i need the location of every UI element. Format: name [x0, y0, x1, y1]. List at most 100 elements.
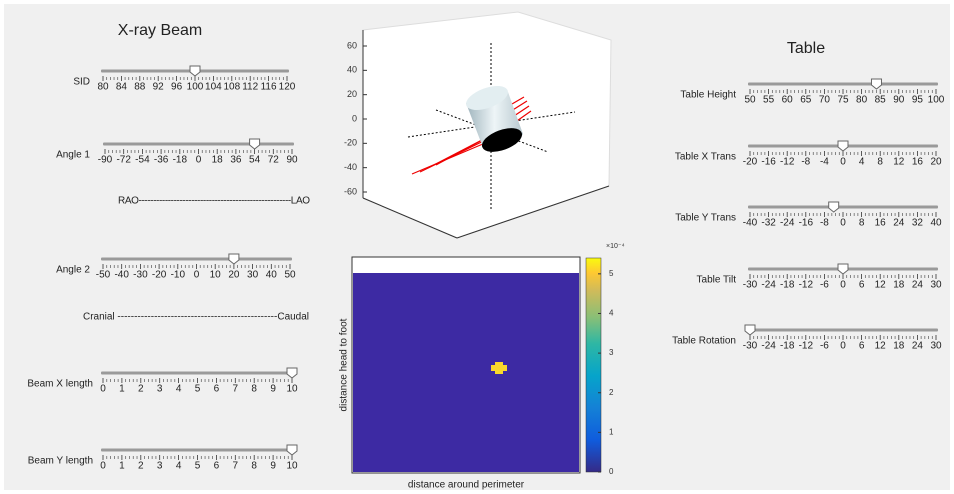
colorbar-exponent: ×10⁻⁴: [606, 243, 625, 250]
tick-label: 100: [928, 95, 945, 106]
tick-label: 40: [266, 270, 278, 281]
slider-label: Table Rotation: [672, 336, 736, 347]
tick-label: 30: [247, 270, 259, 281]
tick-label: 16: [875, 218, 887, 229]
tick-label: -10: [171, 270, 186, 281]
tick-label: 10: [286, 384, 298, 395]
tick-label: 8: [251, 461, 257, 472]
tick-label: 0: [840, 157, 846, 168]
colorbar: [586, 258, 601, 472]
section-title: Table: [787, 40, 825, 57]
tick-label: 75: [837, 95, 849, 106]
y-axis-label: distance head to foot: [339, 318, 350, 411]
tick-label: -20: [152, 270, 167, 281]
tick-label: 0: [100, 461, 106, 472]
tick-label: 72: [268, 155, 280, 166]
tick-label: 6: [214, 461, 220, 472]
tick-label: 1: [119, 461, 125, 472]
tick-label: -12: [780, 157, 795, 168]
slider-track[interactable]: [101, 258, 292, 261]
tick-label: -12: [799, 280, 814, 291]
tick-label: -90: [98, 155, 113, 166]
tick-label: -54: [135, 155, 150, 166]
slider-track[interactable]: [101, 449, 294, 452]
tick-label: -30: [743, 280, 758, 291]
tick-label: -20: [743, 157, 758, 168]
tick-label: 90: [286, 155, 298, 166]
slider-label: Beam X length: [27, 379, 93, 390]
slider-label: Table Tilt: [697, 275, 737, 286]
tick-label: 12: [875, 341, 887, 352]
section-title: X-ray Beam: [118, 22, 202, 39]
tick-label: -8: [820, 218, 829, 229]
slider-label: Table Y Trans: [675, 213, 736, 224]
tick-label: 70: [819, 95, 831, 106]
z-tick-label: 40: [347, 65, 357, 75]
z-tick-label: -40: [344, 162, 357, 172]
tick-label: 10: [286, 461, 298, 472]
tick-label: 10: [210, 270, 222, 281]
tick-label: -16: [761, 157, 776, 168]
slider-track[interactable]: [748, 83, 938, 86]
tick-label: 0: [840, 341, 846, 352]
heatmap-image: [353, 273, 579, 472]
app-window: X-ray Beam Table RAO--------------------…: [0, 0, 954, 494]
slider-track[interactable]: [748, 206, 938, 209]
tick-label: -36: [154, 155, 169, 166]
tick-label: -40: [743, 218, 758, 229]
tick-label: -24: [761, 341, 776, 352]
tick-label: 0: [196, 155, 202, 166]
tick-label: 3: [157, 384, 163, 395]
tick-label: -24: [780, 218, 795, 229]
tick-label: 5: [195, 461, 201, 472]
tick-label: -16: [799, 218, 814, 229]
tick-label: 8: [251, 384, 257, 395]
tick-label: 95: [912, 95, 924, 106]
tick-label: 24: [912, 280, 924, 291]
slider-track[interactable]: [103, 143, 294, 146]
tick-label: 7: [233, 384, 239, 395]
tick-label: 7: [233, 461, 239, 472]
tick-label: 40: [930, 218, 942, 229]
tick-label: 8: [877, 157, 883, 168]
tick-label: 96: [171, 82, 183, 93]
colorbar-tick-label: 1: [609, 427, 614, 436]
slider-track[interactable]: [101, 372, 294, 375]
tick-label: 108: [223, 82, 240, 93]
tick-label: 30: [930, 280, 942, 291]
tick-label: 104: [205, 82, 222, 93]
tick-label: -24: [761, 280, 776, 291]
tick-label: 2: [138, 461, 144, 472]
slider-label: SID: [73, 77, 90, 88]
tick-label: -8: [801, 157, 810, 168]
tick-label: 20: [930, 157, 942, 168]
x-axis-label: distance around perimeter: [408, 480, 525, 491]
tick-label: 80: [97, 82, 109, 93]
tick-label: 0: [840, 218, 846, 229]
tick-label: 32: [912, 218, 924, 229]
tick-label: 0: [100, 384, 106, 395]
tick-label: 2: [138, 384, 144, 395]
z-tick-label: -60: [344, 186, 357, 196]
colorbar-tick-label: 4: [609, 309, 614, 318]
tick-label: 88: [134, 82, 146, 93]
tick-label: 9: [270, 461, 276, 472]
tick-label: 50: [284, 270, 296, 281]
slider-label: Angle 2: [56, 265, 90, 276]
tick-label: 3: [157, 461, 163, 472]
z-tick-label: 20: [347, 89, 357, 99]
tick-label: 92: [153, 82, 165, 93]
colorbar-tick-label: 3: [609, 348, 614, 357]
tick-label: -72: [116, 155, 131, 166]
direction-label: Cranial --------------------------------…: [83, 312, 309, 323]
slider-label: Beam Y length: [28, 456, 93, 467]
tick-label: 18: [893, 341, 905, 352]
tick-label: -50: [96, 270, 111, 281]
colorbar-tick-label: 0: [609, 467, 614, 476]
tick-label: 120: [279, 82, 296, 93]
tick-label: 50: [744, 95, 756, 106]
tick-label: -18: [780, 280, 795, 291]
slider-track[interactable]: [748, 329, 938, 332]
tick-label: -30: [743, 341, 758, 352]
tick-label: 5: [195, 384, 201, 395]
